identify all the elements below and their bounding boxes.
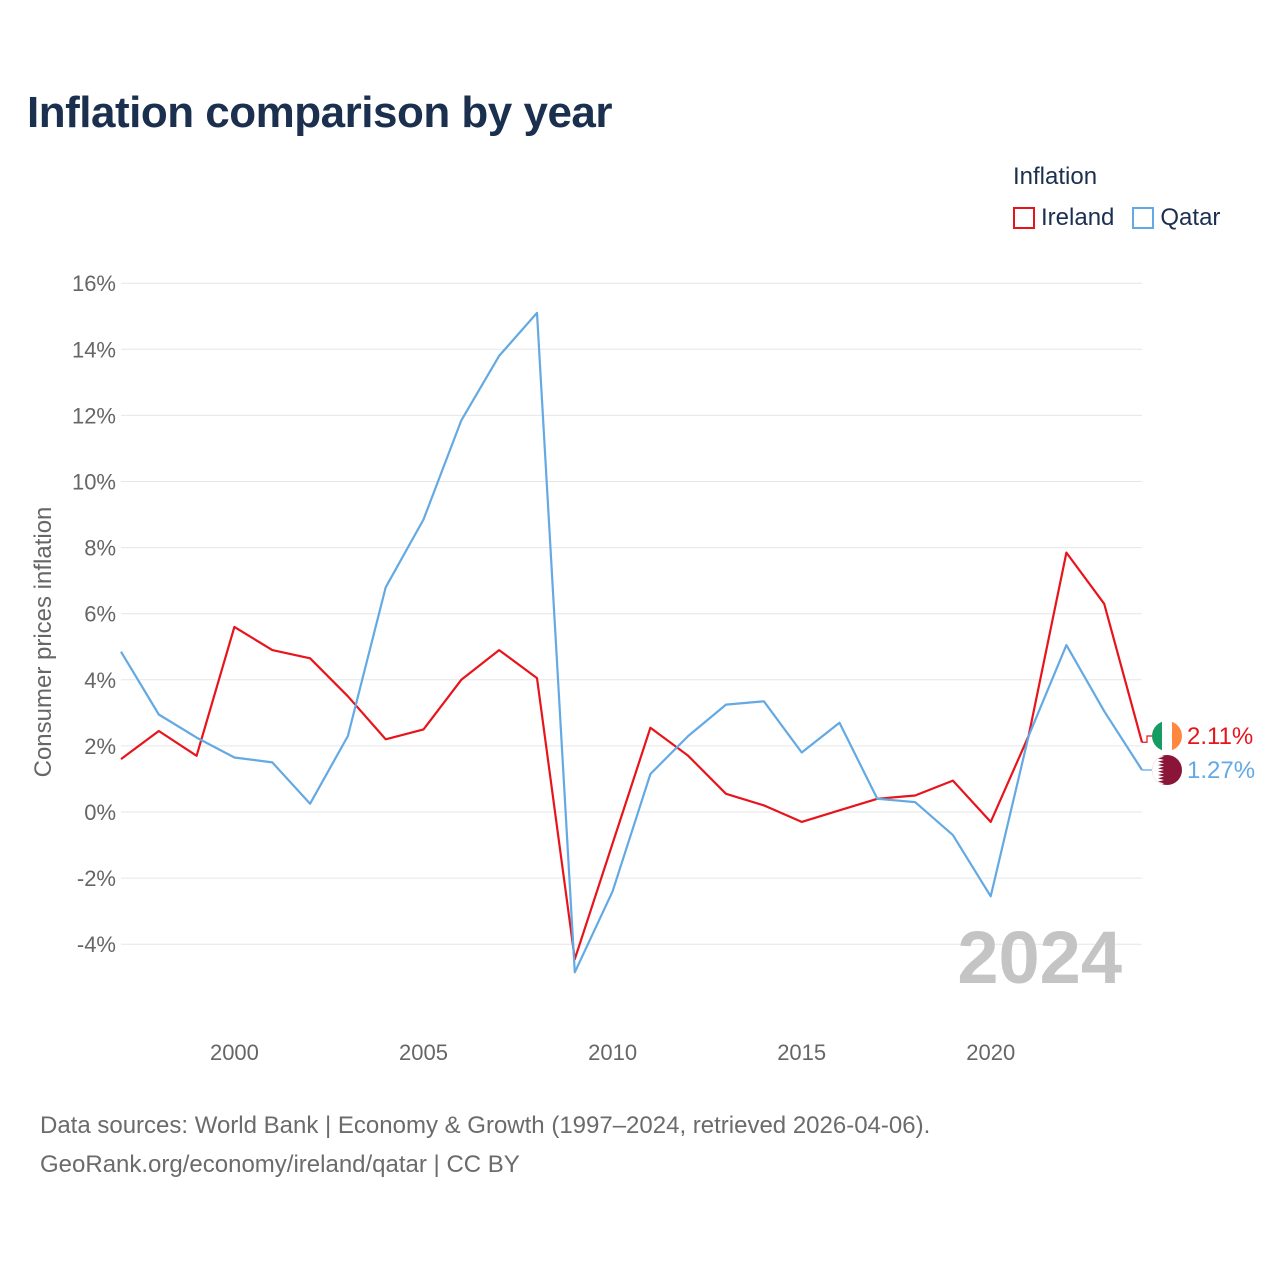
legend-label-qatar: Qatar <box>1160 204 1221 231</box>
page-title: Inflation comparison by year <box>27 88 613 137</box>
end-label-connector <box>1142 735 1154 743</box>
legend-item-ireland[interactable]: Ireland <box>1013 204 1114 232</box>
y-tick-label: 8% <box>84 536 116 561</box>
legend: Ireland Qatar <box>1013 204 1220 232</box>
y-axis-label: Consumer prices inflation <box>30 507 57 778</box>
y-tick-label: 6% <box>84 602 116 627</box>
y-tick-label: 2% <box>84 734 116 759</box>
y-tick-label: 10% <box>72 470 116 495</box>
line-chart: -4% -2% 0% 2% 4% 6% 8% 10% 12% 14% 16% 2000 2005 201… <box>30 271 1255 1065</box>
legend-title: Inflation <box>1013 163 1098 190</box>
x-tick-label: 2005 <box>399 1040 448 1065</box>
y-tick-label: 12% <box>72 403 116 428</box>
x-tick-label: 2010 <box>588 1040 637 1065</box>
y-tick-label: -4% <box>77 932 116 957</box>
y-tick-label: -2% <box>77 866 116 891</box>
x-tick-label: 2015 <box>777 1040 826 1065</box>
legend-label-ireland: Ireland <box>1041 204 1115 231</box>
x-tick-label: 2020 <box>966 1040 1015 1065</box>
legend-swatch-ireland <box>1013 207 1035 229</box>
end-labels: 2.11% 1.27% <box>1142 721 1255 785</box>
y-axis-ticks: -4% -2% 0% 2% 4% 6% 8% 10% 12% 14% 16% <box>72 271 116 957</box>
series-line-ireland <box>120 551 1144 961</box>
y-tick-label: 0% <box>84 800 116 825</box>
ireland-flag-icon <box>1152 721 1182 751</box>
x-axis-ticks: 2000 2005 2010 2015 2020 <box>210 1040 1015 1065</box>
series-lines <box>120 311 1144 974</box>
y-tick-label: 16% <box>72 271 116 296</box>
end-value-ireland: 2.11% <box>1187 723 1253 750</box>
legend-swatch-qatar <box>1132 207 1155 229</box>
footer-sources: Data sources: World Bank | Economy & Gro… <box>40 1112 931 1139</box>
y-tick-label: 4% <box>84 668 116 693</box>
y-tick-label: 14% <box>72 337 116 362</box>
end-value-qatar: 1.27% <box>1187 757 1255 784</box>
legend-item-qatar[interactable]: Qatar <box>1132 204 1220 232</box>
footer: Data sources: World Bank | Economy & Gro… <box>40 1106 930 1184</box>
series-line-qatar <box>120 311 1143 974</box>
year-watermark: 2024 <box>957 916 1122 999</box>
x-tick-label: 2000 <box>210 1040 259 1065</box>
qatar-flag-icon <box>1152 755 1182 785</box>
gridlines <box>121 282 1142 945</box>
footer-link[interactable]: GeoRank.org/economy/ireland/qatar | CC B… <box>40 1151 520 1178</box>
